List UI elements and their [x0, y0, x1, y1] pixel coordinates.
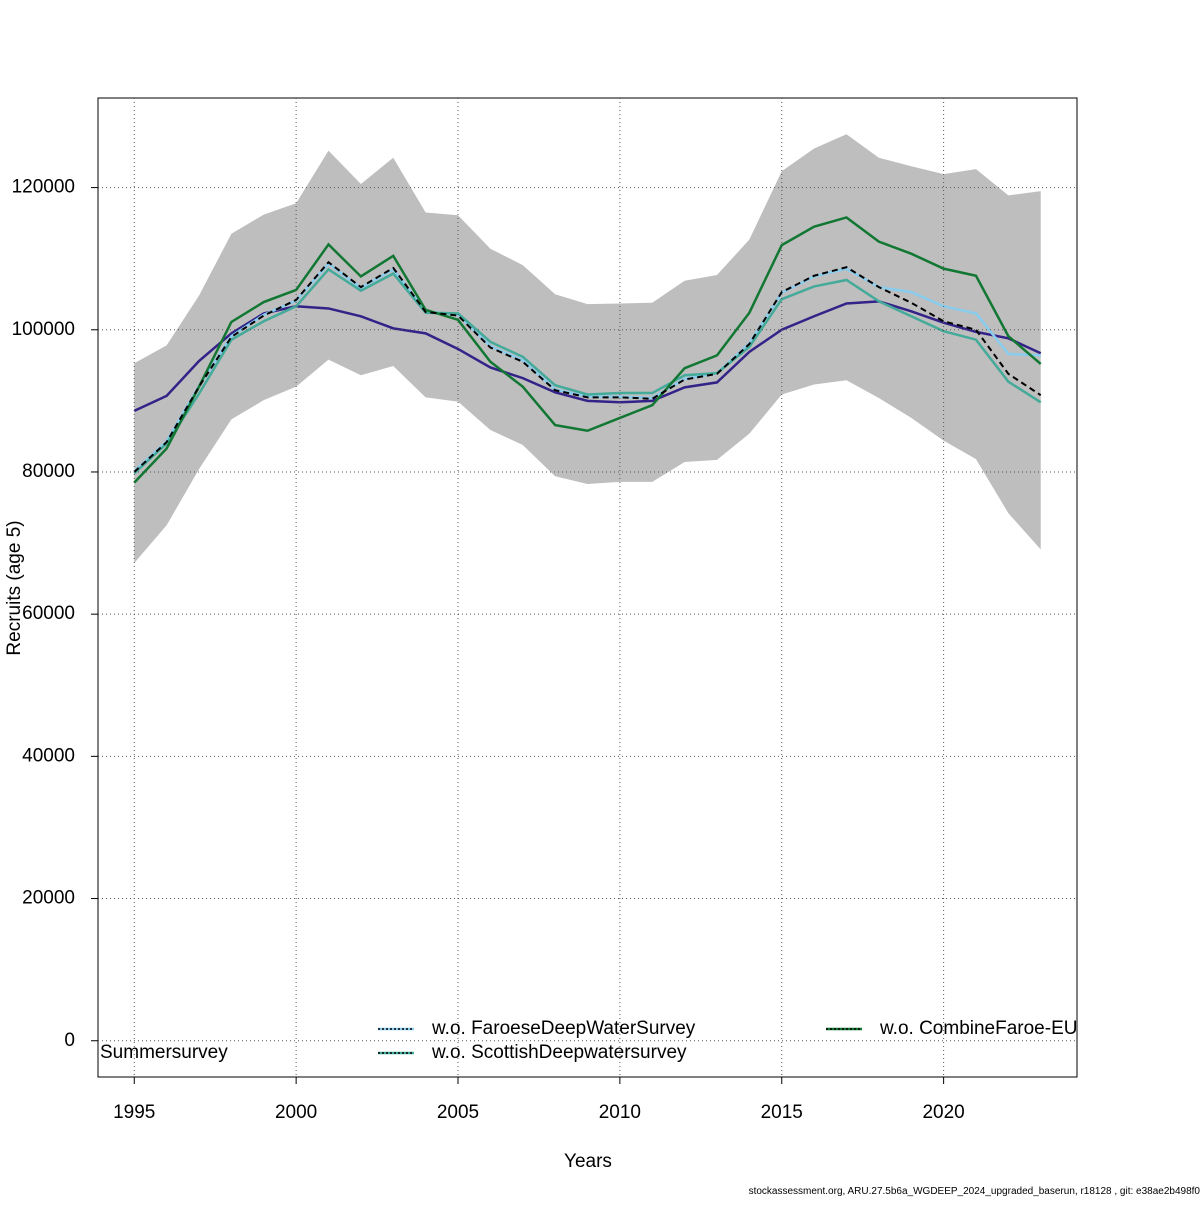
y-tick-label: 0 — [64, 1030, 75, 1051]
caption: stockassessment.org, ARU.27.5b6a_WGDEEP_… — [749, 1186, 1200, 1197]
y-tick-label: 20000 — [22, 888, 75, 909]
series-line — [133, 216, 1042, 484]
x-axis-title: Years — [564, 1151, 612, 1172]
y-tick-label: 100000 — [12, 319, 75, 340]
y-tick-label: 120000 — [12, 177, 75, 198]
x-tick-label: 2000 — [275, 1102, 317, 1123]
y-tick-label: 80000 — [22, 461, 75, 482]
x-tick-label: 2015 — [761, 1102, 803, 1123]
base-line — [133, 260, 1042, 473]
x-tick-label: 2005 — [437, 1102, 479, 1123]
y-tick-label: 40000 — [22, 745, 75, 766]
legend-label: w.o. CombineFaroe-EU — [879, 1018, 1077, 1039]
y-axis-title: Recruits (age 5) — [4, 520, 25, 655]
series-line — [133, 300, 1042, 412]
legend: Summersurvey w.o. FaroeseDeepWaterSurvey w… — [100, 1018, 1077, 1063]
legend-label: w.o. FaroeseDeepWaterSurvey — [431, 1018, 696, 1039]
series-line — [133, 267, 1042, 475]
plot-frame — [97, 97, 1078, 1078]
legend-label: w.o. ScottishDeepwatersurvey — [431, 1042, 687, 1063]
legend-label: Summersurvey — [100, 1042, 228, 1063]
x-tick-label: 2010 — [599, 1102, 641, 1123]
x-tick-label: 2020 — [922, 1102, 964, 1123]
x-tick-label: 1995 — [113, 1102, 155, 1123]
confidence-band — [134, 134, 1041, 563]
y-tick-label: 60000 — [22, 603, 75, 624]
